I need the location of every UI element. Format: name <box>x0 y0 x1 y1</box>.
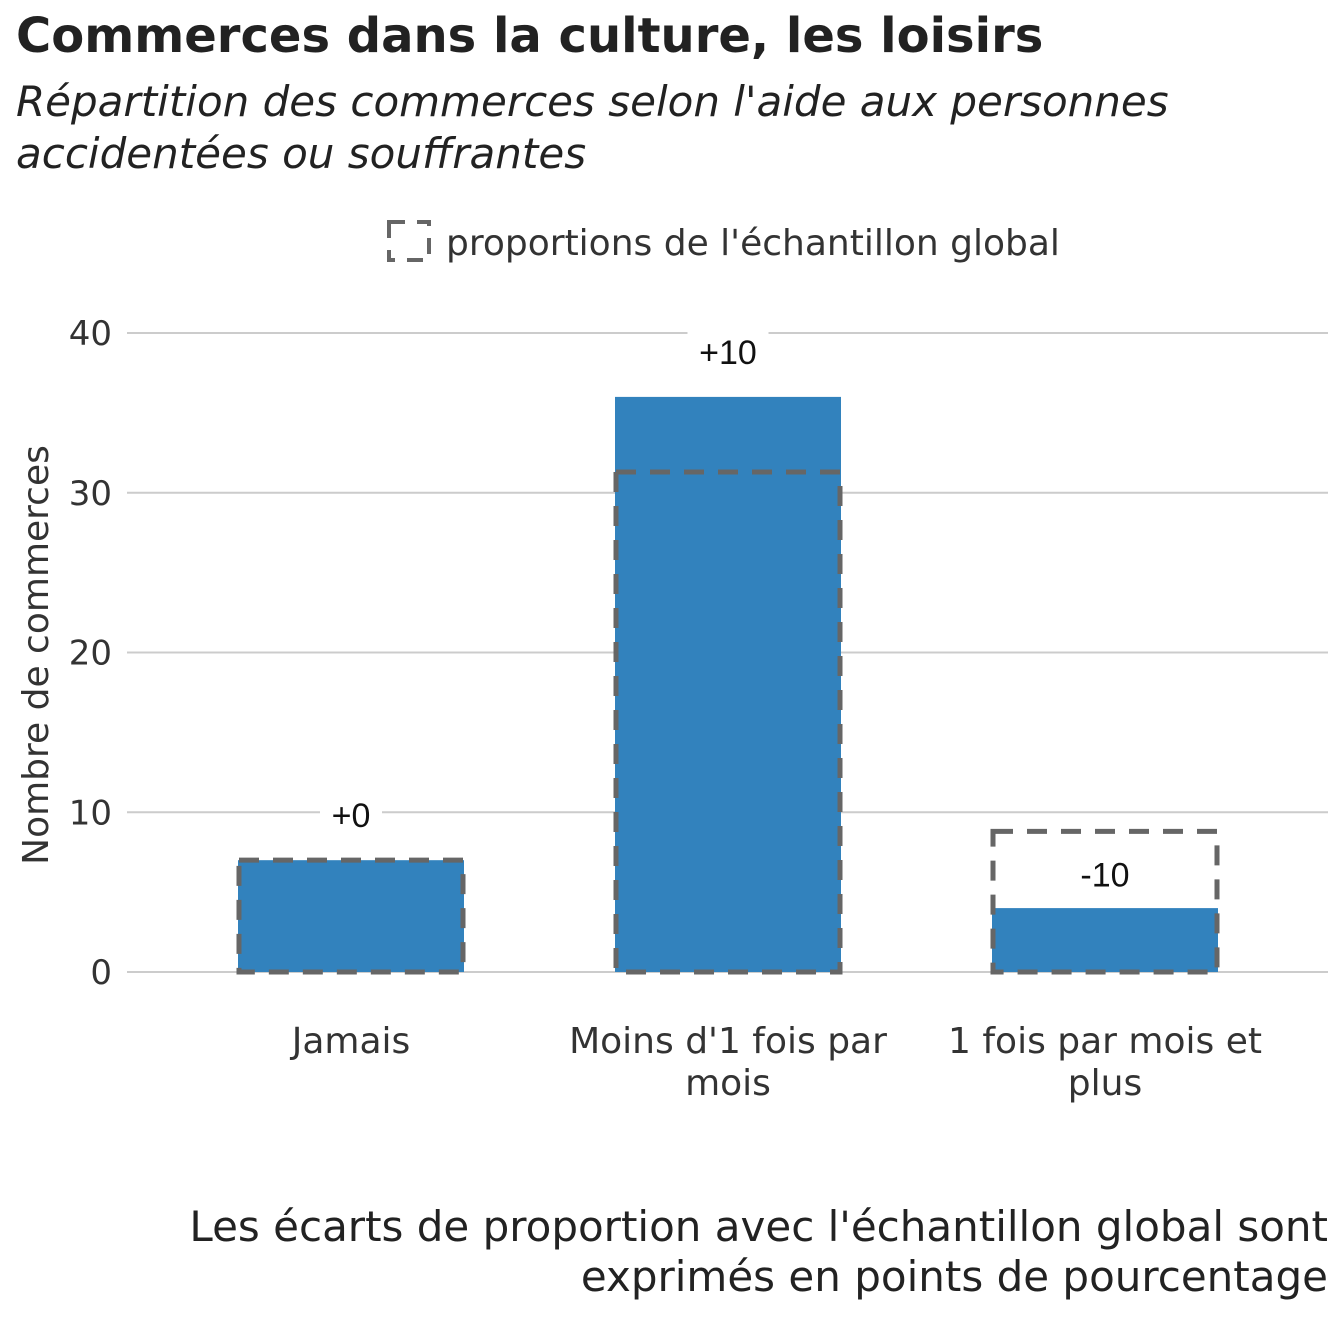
y-tick-label: 40 <box>69 314 112 354</box>
delta-label-background <box>320 787 382 834</box>
labels: 0 10 20 30 40 +0 Jamais +10 Moins d'1 fois parmo… <box>69 314 1262 1104</box>
bars <box>238 396 1218 972</box>
legend-label: proportions de l'échantillon global <box>446 223 1060 264</box>
reference-outline <box>613 469 843 975</box>
bar <box>238 860 464 972</box>
y-tick-label: 0 <box>90 953 112 993</box>
y-tick-label: 20 <box>69 634 112 674</box>
delta-label: +0 <box>332 797 371 835</box>
x-tick-label: 1 fois par mois et <box>948 1021 1262 1062</box>
x-tick-label: mois <box>685 1063 771 1104</box>
delta-label-background <box>687 323 769 370</box>
legend-key <box>387 220 431 262</box>
delta-label: +10 <box>699 334 757 372</box>
reference-outline <box>990 828 1220 975</box>
x-tick-label: plus <box>1068 1063 1142 1104</box>
chart-subtitle: Répartition des commerces selon l'aide a… <box>16 77 1169 178</box>
bar <box>615 396 841 972</box>
y-tick-label: 10 <box>69 793 112 833</box>
y-axis-label: Nombre de commerces <box>16 445 57 865</box>
caption-line: exprimés en points de pourcentage <box>580 1252 1328 1301</box>
x-tick-label: Jamais <box>290 1021 411 1062</box>
delta-label: -10 <box>1080 856 1129 894</box>
y-tick-label: 30 <box>69 474 112 514</box>
bar <box>992 908 1218 972</box>
x-tick-label: Moins d'1 fois par <box>569 1021 887 1062</box>
chart-caption: Les écarts de proportion avec l'échantil… <box>28 1202 1328 1302</box>
chart-title: Commerces dans la culture, les loisirs <box>16 8 1044 64</box>
reference-outlines <box>236 469 1220 975</box>
caption-line: Les écarts de proportion avec l'échantil… <box>189 1202 1328 1251</box>
reference-outline <box>236 857 466 975</box>
legend: proportions de l'échantillon global <box>387 220 1060 264</box>
delta-label-background <box>1064 846 1146 893</box>
